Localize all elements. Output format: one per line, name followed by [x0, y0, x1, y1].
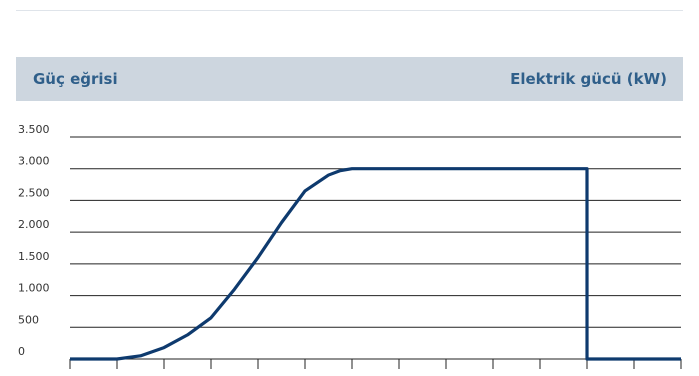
y-tick-label: 1.000: [18, 282, 50, 295]
y-tick-label: 2.000: [18, 218, 50, 231]
top-divider: [16, 10, 683, 11]
power-curve-line: [70, 167, 681, 361]
y-tick-label: 500: [18, 313, 39, 326]
chart-header-band: Güç eğrisi Elektrik gücü (kW): [16, 57, 683, 101]
chart-title: Güç eğrisi: [33, 70, 118, 88]
x-axis-ticks: [69, 359, 682, 369]
y-tick-label: 3.500: [18, 123, 50, 136]
y-tick-label: 2.500: [18, 186, 50, 199]
y-axis-tick-labels: 0 500 1.000 1.500 2.000 2.500 3.000 3.500: [18, 123, 50, 358]
y-tick-label: 3.000: [18, 155, 50, 168]
y-tick-label: 0: [18, 345, 25, 358]
y-tick-label: 1.500: [18, 250, 50, 263]
y-axis-unit-label: Elektrik gücü (kW): [510, 70, 667, 88]
